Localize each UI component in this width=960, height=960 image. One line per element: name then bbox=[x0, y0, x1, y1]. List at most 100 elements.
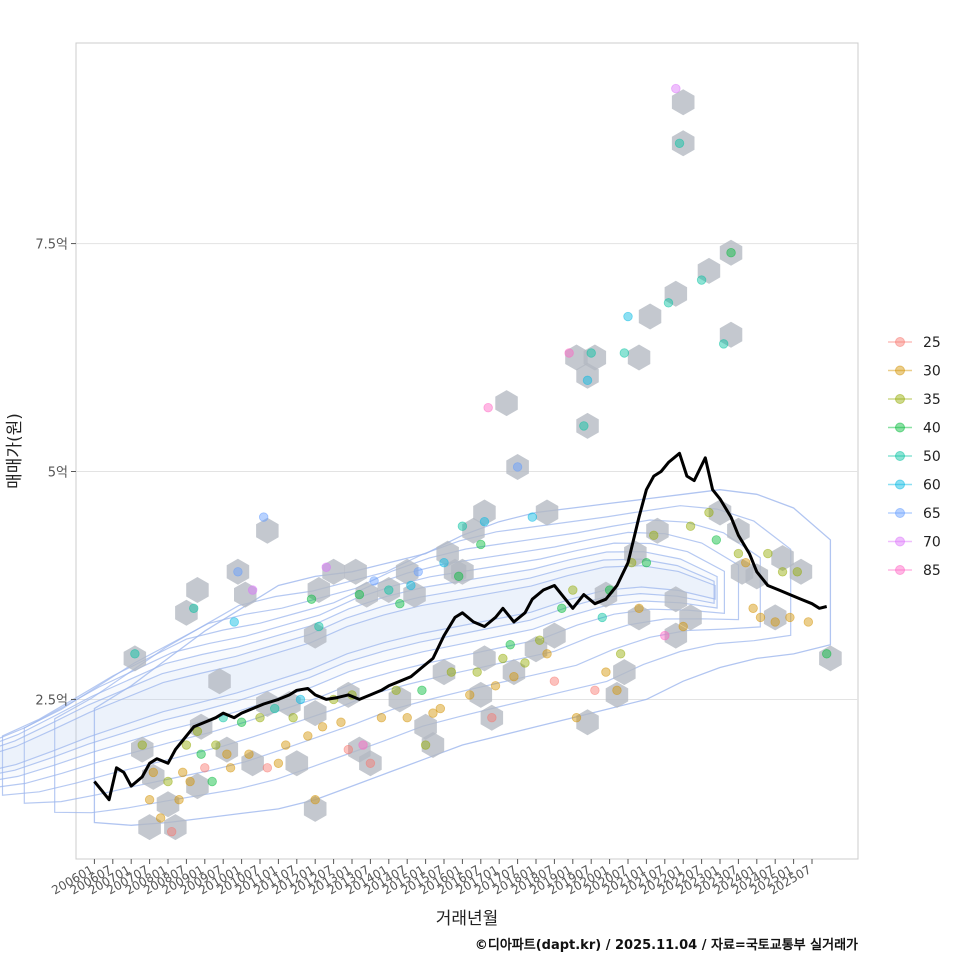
hex-bin bbox=[524, 636, 548, 663]
data-point bbox=[582, 375, 593, 386]
data-point bbox=[369, 576, 379, 586]
hex-bin bbox=[156, 791, 180, 818]
hex-bin bbox=[403, 581, 426, 608]
hex-bin bbox=[627, 344, 651, 371]
median-line bbox=[93, 451, 828, 802]
data-point bbox=[770, 617, 780, 627]
data-point bbox=[763, 548, 773, 559]
data-point bbox=[317, 722, 328, 732]
legend-label: 50 bbox=[923, 449, 941, 465]
data-point bbox=[155, 813, 166, 823]
data-point bbox=[395, 599, 405, 609]
data-point bbox=[413, 567, 423, 577]
legend-key-dot bbox=[895, 479, 905, 490]
data-point bbox=[733, 548, 744, 559]
hex-bin bbox=[395, 558, 419, 585]
data-point bbox=[678, 621, 688, 632]
data-point bbox=[726, 247, 736, 258]
data-point bbox=[601, 667, 611, 677]
data-point bbox=[196, 749, 206, 759]
hex-bin bbox=[819, 645, 842, 672]
data-point bbox=[166, 826, 177, 837]
data-point bbox=[189, 603, 199, 613]
hex-bin bbox=[480, 704, 504, 731]
hex-bin bbox=[208, 668, 231, 695]
data-point bbox=[236, 717, 247, 727]
hex-bin bbox=[303, 700, 327, 727]
data-point bbox=[295, 694, 306, 705]
y-axis: 2.5억 5억 7.5억 bbox=[35, 238, 76, 708]
data-point bbox=[314, 621, 324, 632]
hex-bin bbox=[576, 412, 599, 439]
data-point bbox=[365, 758, 376, 768]
data-point bbox=[641, 557, 652, 568]
legend-label: 70 bbox=[923, 535, 941, 551]
hex-bin bbox=[697, 257, 721, 284]
data-point bbox=[306, 594, 317, 604]
hex-bin bbox=[322, 558, 345, 585]
hex-bin bbox=[627, 604, 651, 631]
median-price-line bbox=[93, 451, 828, 802]
hex-bin bbox=[344, 558, 367, 585]
data-point bbox=[748, 603, 758, 613]
hex-bin bbox=[679, 604, 702, 631]
data-point bbox=[803, 617, 814, 627]
hex-bin bbox=[186, 773, 209, 800]
data-point bbox=[671, 83, 681, 94]
hex-bin bbox=[303, 622, 327, 649]
source-caption: ©디아파트(dapt.kr) / 2025.11.04 / 자료=국토교통부 실… bbox=[474, 938, 858, 953]
legend-key-dot bbox=[895, 422, 905, 433]
data-point bbox=[777, 567, 788, 577]
data-point bbox=[505, 640, 515, 650]
data-point bbox=[549, 676, 560, 686]
hex-bin bbox=[469, 681, 493, 708]
legend-key-dot bbox=[895, 337, 905, 347]
data-point bbox=[178, 767, 188, 778]
hex-bin bbox=[543, 622, 566, 649]
hex-bin bbox=[138, 814, 161, 841]
hex-bin bbox=[256, 517, 279, 544]
data-point bbox=[376, 712, 387, 723]
hex-bin bbox=[583, 344, 607, 371]
data-point bbox=[281, 740, 291, 750]
data-point bbox=[483, 402, 493, 413]
hex-bin bbox=[473, 499, 496, 526]
data-point bbox=[454, 571, 464, 582]
data-point bbox=[619, 348, 630, 358]
data-point bbox=[181, 740, 192, 750]
data-point bbox=[354, 589, 365, 600]
data-point bbox=[704, 507, 714, 518]
hex-bin bbox=[355, 581, 378, 608]
data-point bbox=[428, 708, 438, 718]
hex-bin bbox=[671, 89, 695, 116]
data-point bbox=[270, 703, 280, 714]
data-point bbox=[755, 612, 766, 623]
data-point bbox=[590, 685, 600, 696]
legend-label: 65 bbox=[923, 506, 941, 522]
data-point bbox=[534, 635, 545, 645]
data-point bbox=[391, 685, 401, 696]
data-point bbox=[512, 462, 523, 472]
data-point bbox=[435, 703, 446, 714]
hex-bin bbox=[576, 709, 599, 736]
hex-bin bbox=[241, 750, 264, 777]
data-point bbox=[207, 776, 217, 787]
data-point bbox=[649, 530, 659, 541]
y-tick-label: 7.5억 bbox=[35, 238, 68, 253]
legend-label: 60 bbox=[923, 478, 941, 494]
data-point bbox=[527, 512, 538, 522]
data-point bbox=[406, 580, 416, 591]
legend-key-dot bbox=[895, 565, 905, 575]
legend-key-dot bbox=[895, 508, 905, 518]
data-point bbox=[144, 795, 155, 805]
data-point bbox=[192, 726, 203, 737]
data-point bbox=[465, 690, 475, 700]
data-point bbox=[233, 567, 243, 577]
hex-bin bbox=[719, 321, 743, 348]
hex-bin bbox=[307, 577, 331, 603]
contour-line bbox=[0, 558, 715, 774]
data-point bbox=[384, 585, 394, 595]
data-point bbox=[137, 740, 147, 750]
data-point bbox=[255, 712, 265, 723]
data-point bbox=[288, 712, 298, 723]
